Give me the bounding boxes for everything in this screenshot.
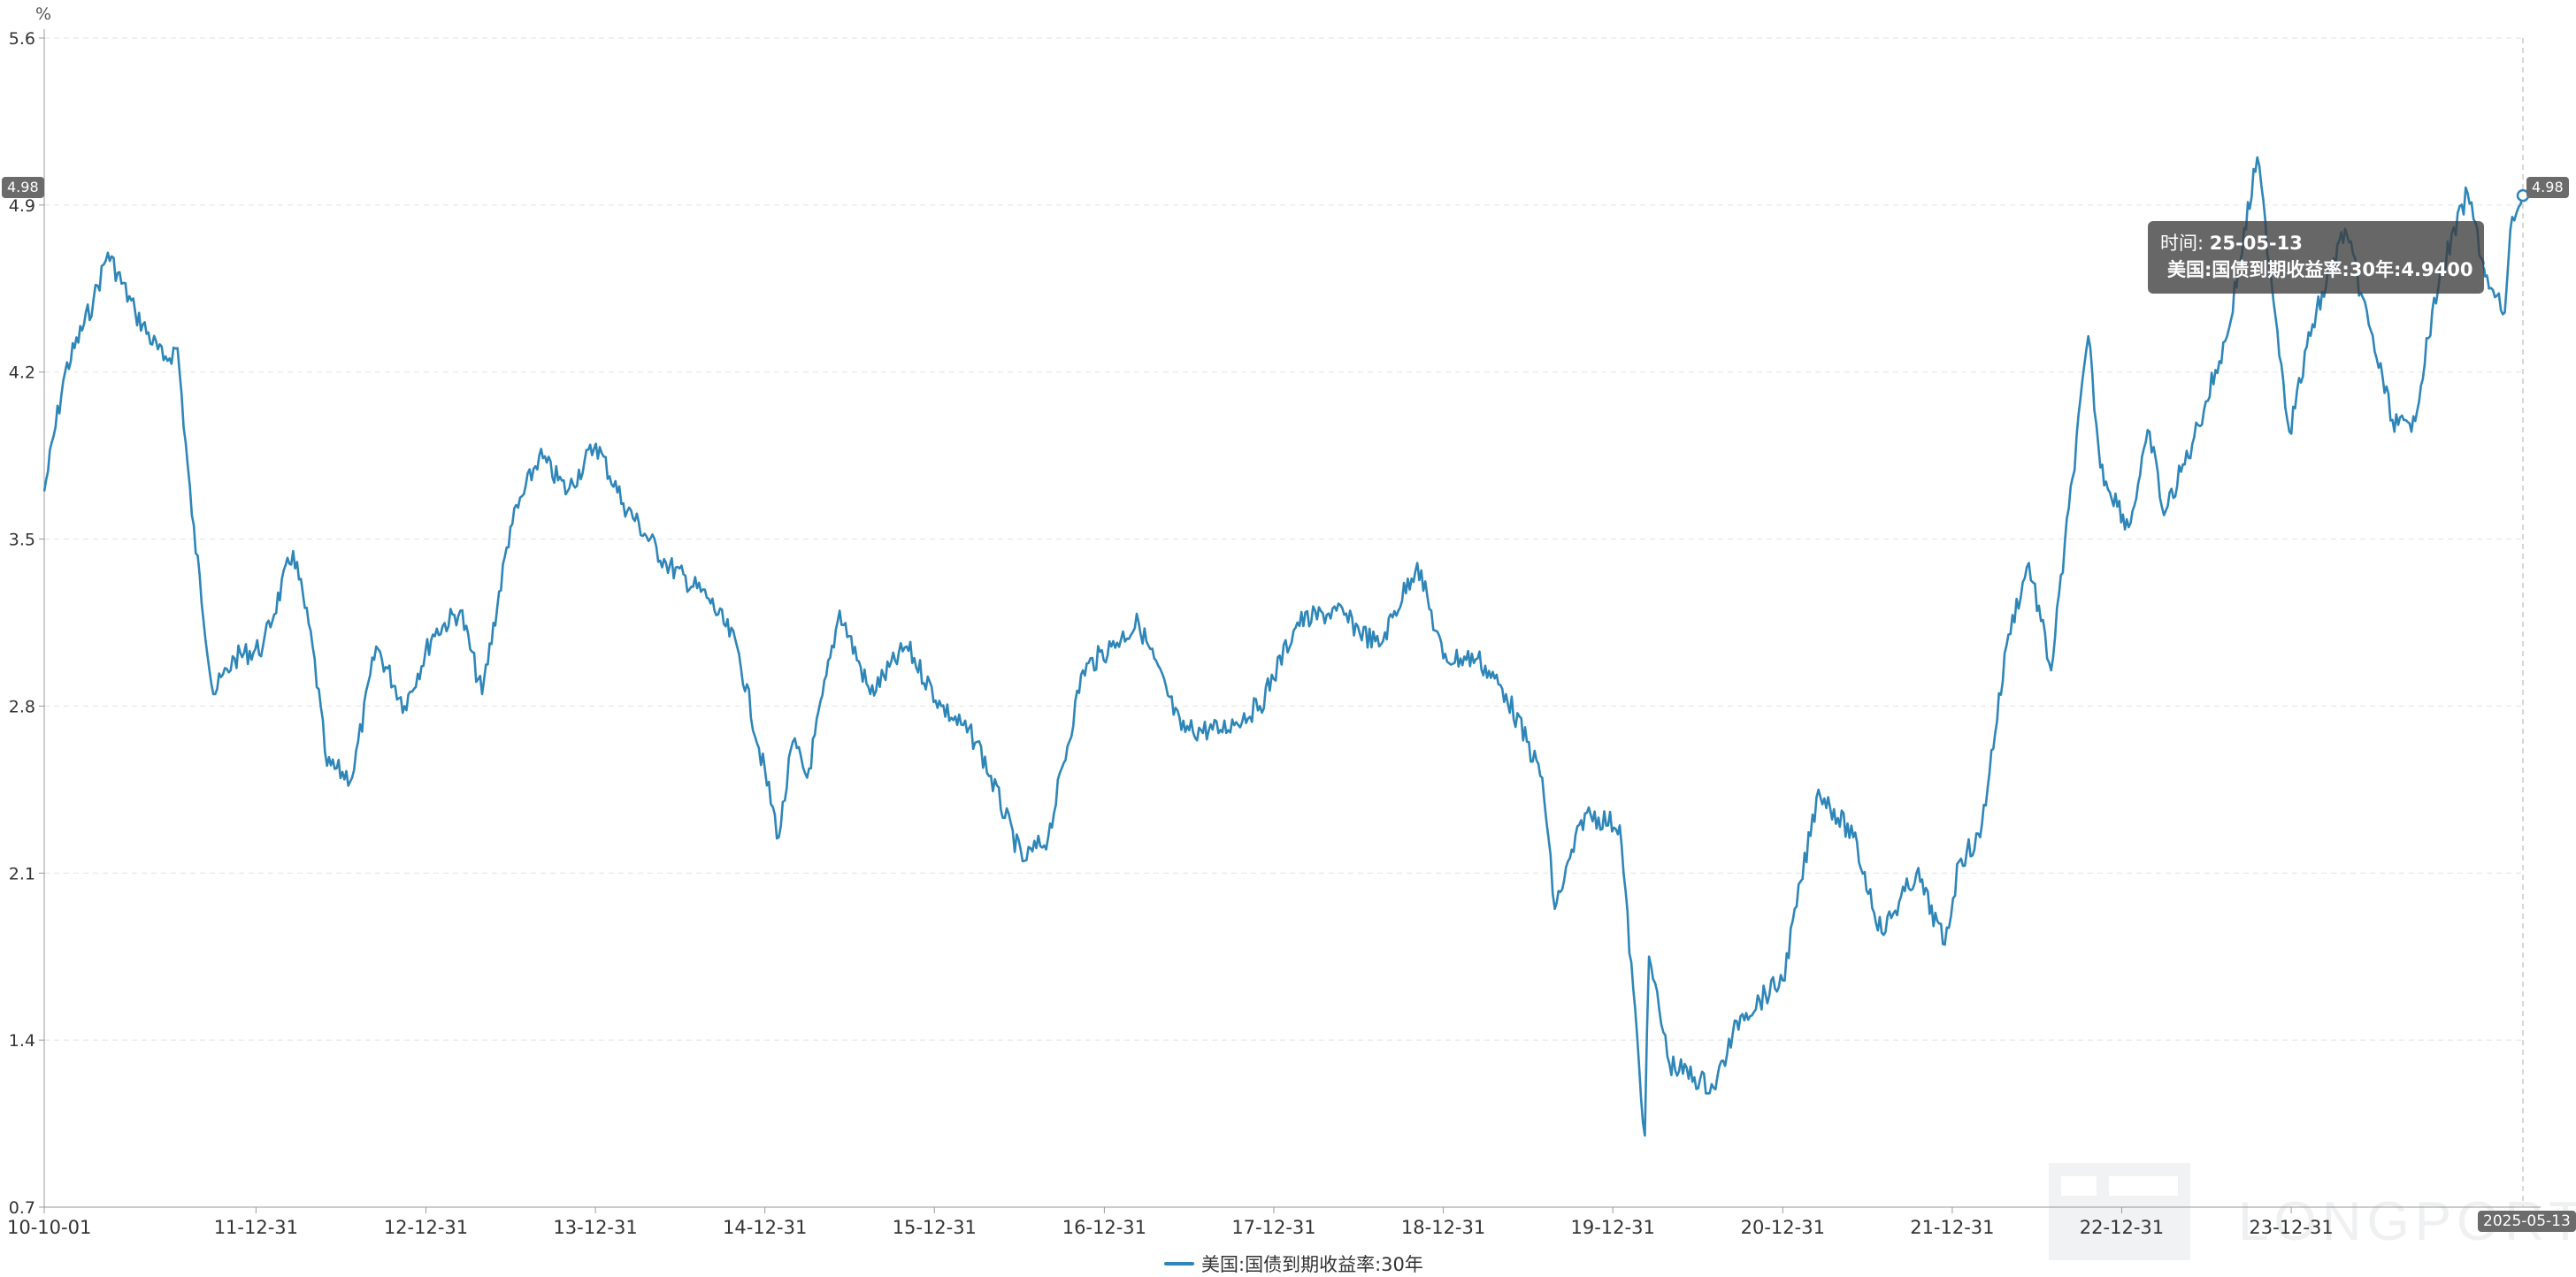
y-tick-label: 3.5	[9, 531, 35, 550]
x-tick-label: 20-12-31	[1741, 1217, 1825, 1238]
x-tick-label: 12-12-31	[384, 1217, 468, 1238]
x-tick-label: 13-12-31	[553, 1217, 637, 1238]
x-tick-label: 11-12-31	[214, 1217, 298, 1238]
tooltip-time-row: 时间: 25-05-13	[2160, 230, 2472, 256]
x-tick-label: 15-12-31	[893, 1217, 977, 1238]
y-tick-label: 4.9	[9, 196, 35, 216]
x-tick-label: 23-12-31	[2249, 1217, 2333, 1238]
x-tick-label: 19-12-31	[1571, 1217, 1655, 1238]
y-axis-unit: %	[35, 4, 51, 24]
x-tick-label: 17-12-31	[1231, 1217, 1315, 1238]
x-tick-label: 18-12-31	[1401, 1217, 1485, 1238]
y-axis-ticks: 5.6 4.9 4.2 3.5 2.8 2.1 1.4 0.7	[9, 29, 44, 1218]
legend[interactable]: 美国:国债到期收益率:30年	[1164, 1250, 1423, 1277]
legend-swatch	[1164, 1262, 1194, 1266]
tooltip-time-value: 25-05-13	[2209, 233, 2303, 254]
tooltip-series-value: 4.9400	[2401, 259, 2473, 280]
series-line-us-30y-yield	[42, 156, 2525, 1137]
tooltip-series-label: 美国:国债到期收益率:30年:	[2167, 259, 2402, 280]
x-tick-label: 21-12-31	[1910, 1217, 1994, 1238]
y-tick-label: 4.2	[9, 363, 35, 383]
legend-label: 美国:国债到期收益率:30年	[1201, 1254, 1423, 1275]
tooltip-unit: %	[2483, 259, 2503, 280]
x-axis-ticks: 10-10-01 11-12-31 12-12-31 13-12-31 14-12-31…	[7, 1207, 2334, 1238]
last-value-badge-right: 4.98	[2526, 177, 2569, 198]
y-tick-label: 2.1	[9, 864, 35, 883]
y-tick-label: 0.7	[9, 1198, 35, 1218]
last-value-badge-left: 4.98	[2, 177, 44, 198]
y-tick-label: 1.4	[9, 1031, 35, 1051]
tooltip-value-row: 美国:国债到期收益率:30年: 4.9400 %	[2160, 256, 2503, 283]
grid-lines	[44, 37, 2524, 1208]
axes	[43, 29, 2541, 1208]
end-date-badge: 2025-05-13	[2478, 1211, 2576, 1232]
x-tick-label: 10-10-01	[7, 1217, 91, 1238]
y-tick-label: 2.8	[9, 697, 35, 716]
x-tick-label: 22-12-31	[2080, 1217, 2164, 1238]
x-tick-label: 16-12-31	[1062, 1217, 1146, 1238]
watermark: LONGPORT	[2049, 1163, 2576, 1260]
y-tick-label: 5.6	[9, 29, 35, 49]
x-tick-label: 14-12-31	[723, 1217, 807, 1238]
tooltip: 时间: 25-05-13 美国:国债到期收益率:30年: 4.9400 %	[2148, 221, 2503, 294]
tooltip-time-label: 时间:	[2160, 233, 2210, 254]
